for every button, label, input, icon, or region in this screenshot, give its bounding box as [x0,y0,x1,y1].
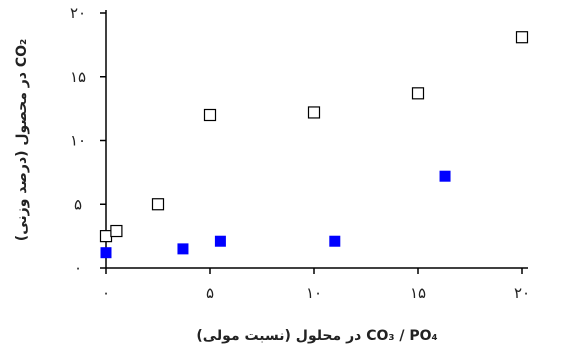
filled-square-point [177,243,189,255]
tick-labels: ۰ ۵ ۱۰ ۱۵ ۲۰ ۰ ۵ ۱۰ ۱۵ ۲۰ [70,4,530,302]
hollow-square-point [151,198,165,211]
data-markers [99,31,529,259]
ticks [100,12,523,274]
x-tick-label: ۲۰ [514,284,530,302]
x-tick-label: ۰ [102,284,110,302]
y-tick-label: ۰ [74,259,82,277]
y-tick-label: ۱۵ [70,68,86,86]
x-tick-label: ۵ [206,284,214,302]
x-axis-title: CO₃ / PO₄ در محلول (نسبت مولی) [196,328,437,344]
hollow-square-point [515,31,529,44]
y-axis-title: CO₂ در محصول (درصد وزنی) [14,39,30,241]
hollow-square-point [411,87,425,100]
axes [105,10,528,269]
y-tick-label: ۲۰ [70,4,86,22]
y-tick-label: ۱۰ [70,132,86,150]
hollow-square-point [203,108,217,122]
hollow-square-point [99,230,113,243]
x-tick-label: ۱۵ [410,284,426,302]
filled-square-point [100,247,112,259]
hollow-square-point [110,224,123,238]
filled-square-point [439,170,451,182]
hollow-square-point [307,106,321,119]
filled-square-point [214,235,226,247]
y-tick-label: ۵ [74,195,82,213]
filled-square-point [329,235,341,247]
x-tick-label: ۱۰ [306,284,322,302]
